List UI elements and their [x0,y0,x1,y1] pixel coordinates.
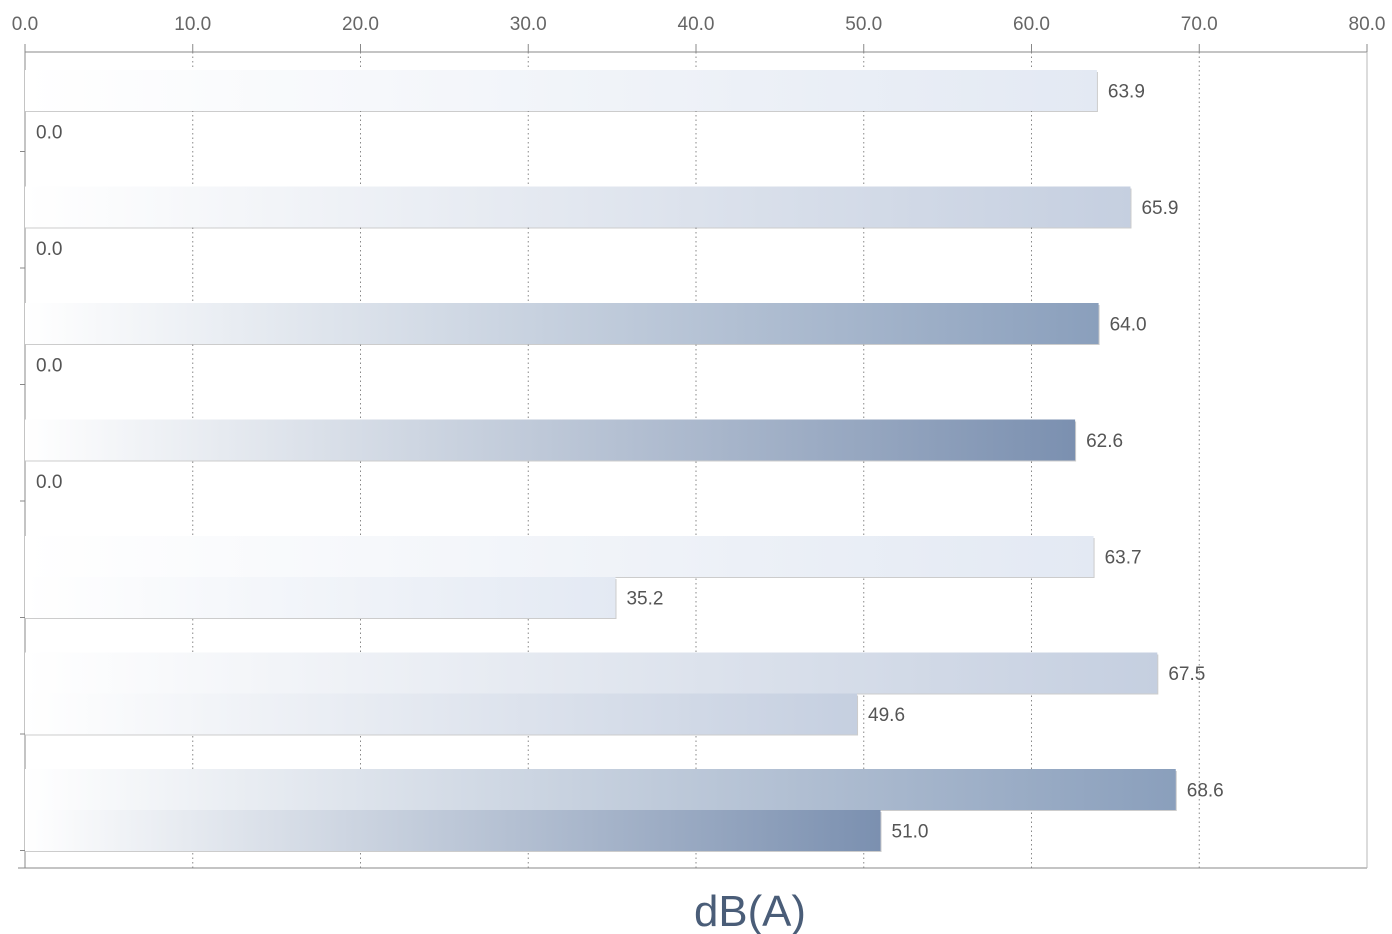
bar-value-label: 62.6 [1086,431,1123,452]
bars [25,70,1177,852]
x-tick-label: 50.0 [845,14,882,35]
x-tick-labels: 0.0 10.0 20.0 30.0 40.0 50.0 60.0 70.0 80.0 [12,14,1386,35]
bar [25,70,1097,111]
bar [25,186,1131,228]
x-axis-title: dB(A) [694,887,806,934]
bar-value-label: 49.6 [868,705,905,726]
x-tick-label: 10.0 [174,14,211,35]
bar-value-label: 63.7 [1105,548,1142,569]
bar [25,536,1094,577]
bar-value-label: 0.0 [36,123,62,144]
bar [25,419,1076,461]
bar-value-label: 63.9 [1108,82,1145,103]
bar-value-label: 0.0 [36,356,62,377]
x-tick-label: 0.0 [12,14,38,35]
bar-value-label: 64.0 [1110,315,1147,336]
x-tick-label: 20.0 [342,14,379,35]
x-tick-label: 60.0 [1013,14,1050,35]
bar [25,693,858,735]
x-tick-label: 80.0 [1349,14,1386,35]
x-tick-label: 70.0 [1181,14,1218,35]
bar-value-label: 68.6 [1187,781,1224,802]
bar [25,652,1158,694]
bar-value-label: 0.0 [36,239,62,260]
bar-value-label: 0.0 [36,472,62,493]
bar-value-label: 65.9 [1141,198,1178,219]
bar [25,303,1099,344]
x-tick-label: 40.0 [678,14,715,35]
bar-value-label: 35.2 [626,589,663,610]
bar [25,577,616,618]
bar [25,810,881,851]
x-tick-label: 30.0 [510,14,547,35]
bar-value-label: 51.0 [892,822,929,843]
data-labels: 63.9 0.0 65.9 0.0 64.0 0.0 62.6 0.0 63.7 35.2 67.5… [36,82,1224,843]
bar-value-label: 67.5 [1168,664,1205,685]
bar [25,769,1176,810]
